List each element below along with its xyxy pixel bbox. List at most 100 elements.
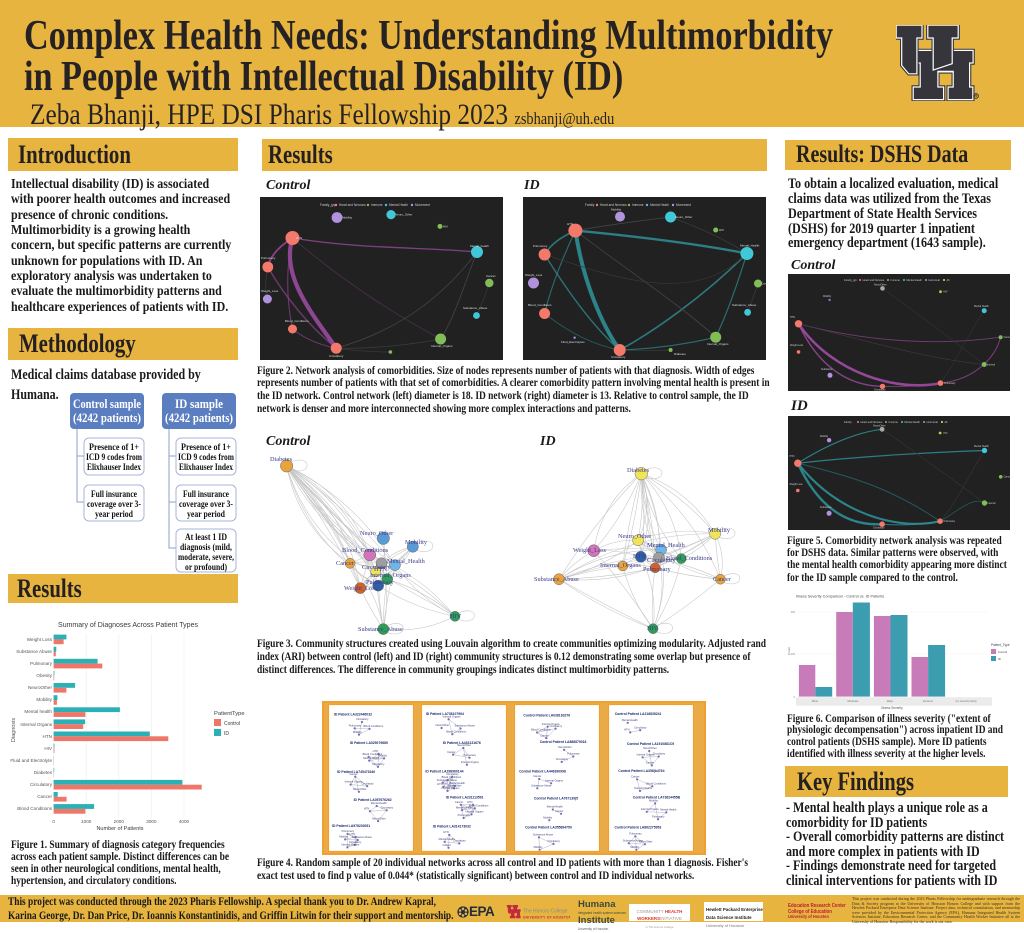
svg-text:Weight Loss: Weight Loss	[790, 344, 804, 347]
svg-text:Control Patient LA355894750: Control Patient LA355894750	[525, 825, 572, 829]
svg-text:Mental_Health: Mental_Health	[647, 542, 686, 549]
svg-text:Extreme: Extreme	[923, 699, 933, 703]
svg-text:Pulmonary: Pulmonary	[349, 724, 362, 728]
svg-text:Cancer: Cancer	[533, 774, 541, 778]
svg-text:HTN: HTN	[624, 728, 629, 732]
svg-text:Movement: Movement	[415, 203, 430, 207]
svg-text:Internal Organs: Internal Organs	[20, 722, 52, 727]
svg-text:Mobility: Mobility	[36, 697, 52, 702]
svg-text:Pulmonary: Pulmonary	[464, 753, 477, 757]
svg-text:Cancer: Cancer	[1004, 336, 1011, 339]
svg-text:Circulatory: Circulatory	[356, 717, 369, 721]
svg-text:Mobility: Mobility	[339, 835, 348, 839]
svg-text:HTN: HTN	[296, 236, 302, 240]
svg-text:Circulatory: Circulatory	[381, 806, 394, 810]
svg-text:3000: 3000	[146, 819, 157, 824]
svg-text:Family_grp: Family_grp	[844, 278, 857, 282]
svg-text:Mental Health: Mental Health	[660, 808, 677, 812]
svg-text:Illness Severity: Illness Severity	[881, 706, 903, 710]
svg-text:Mental health: Mental health	[24, 709, 52, 714]
svg-text:Internal Organs: Internal Organs	[466, 810, 485, 814]
svg-text:Diabetes: Diabetes	[674, 352, 686, 356]
svg-text:UNIVERSITY OF HOUSTON: UNIVERSITY OF HOUSTON	[523, 916, 570, 920]
svg-text:Substance_Abuse: Substance_Abuse	[534, 576, 579, 583]
svg-text:Substance_Abuse: Substance_Abuse	[732, 303, 757, 307]
svg-text:or profound): or profound)	[185, 562, 227, 573]
svg-text:Circulatory: Circulatory	[30, 782, 53, 787]
svg-text:Minor: Minor	[812, 699, 819, 703]
svg-text:Cancer: Cancer	[631, 775, 639, 779]
svg-text:Hormonal: Hormonal	[929, 278, 941, 282]
svg-text:Substance Abuse: Substance Abuse	[533, 833, 554, 837]
svg-text:Cancer: Cancer	[486, 274, 496, 278]
svg-text:Control sample: Control sample	[73, 397, 141, 411]
svg-text:Mobility: Mobility	[708, 527, 731, 534]
svg-text:Pulmonary: Pulmonary	[30, 661, 53, 666]
svg-text:ID Patient LA314173032: ID Patient LA314173032	[433, 825, 471, 829]
svg-text:Blood_Conditions: Blood_Conditions	[528, 303, 552, 307]
svg-text:Heart and Nervous: Heart and Nervous	[861, 420, 883, 424]
svg-text:Internal: Internal	[987, 364, 995, 367]
svg-text:Internal Organs: Internal Organs	[634, 786, 653, 790]
svg-text:Number of Patients: Number of Patients	[96, 826, 143, 832]
svg-text:Control: Control	[224, 721, 240, 727]
svg-text:Blood_Conditions: Blood_Conditions	[285, 319, 309, 323]
svg-text:Substance_Abuse: Substance_Abuse	[358, 626, 403, 633]
svg-text:Mobility: Mobility	[405, 539, 428, 546]
svg-text:ICD 9 codes from: ICD 9 codes from	[178, 453, 234, 463]
svg-text:Movement: Movement	[676, 203, 691, 207]
svg-text:NeuroOther: NeuroOther	[874, 284, 887, 287]
svg-text:Internal Organs: Internal Organs	[345, 780, 364, 784]
svg-text:Circulatory: Circulatory	[634, 725, 647, 729]
svg-text:Mental Health: Mental Health	[371, 801, 388, 805]
svg-text:Mental_Health: Mental_Health	[740, 244, 760, 248]
svg-text:ID Patient LA322446032: ID Patient LA322446032	[334, 713, 372, 717]
svg-text:HIV: HIV	[44, 746, 53, 751]
svg-text:ID Patient LA978233051: ID Patient LA978233051	[332, 824, 370, 828]
svg-text:Illness Severity Comparison -: Illness Severity Comparison - Control vs…	[796, 595, 884, 599]
svg-text:Mental Heath: Mental Heath	[389, 203, 408, 207]
svg-text:Diabetes: Diabetes	[270, 456, 293, 463]
svg-text:Control Patient LA886879016: Control Patient LA886879016	[540, 740, 587, 744]
svg-text:HIV: HIV	[450, 613, 462, 620]
svg-text:Mobility: Mobility	[649, 799, 658, 803]
svg-text:Immune: Immune	[632, 203, 644, 207]
svg-text:Internal_Organs: Internal_Organs	[707, 342, 729, 346]
svg-text:ID sample: ID sample	[175, 397, 223, 411]
svg-text:PatientType: PatientType	[214, 711, 245, 717]
svg-text:ID: ID	[224, 731, 229, 737]
svg-text:Mental Health: Mental Health	[974, 305, 989, 308]
svg-text:Circulatory: Circulatory	[446, 772, 459, 776]
svg-text:Pulmonary: Pulmonary	[533, 244, 548, 248]
svg-text:Blood Conditions: Blood Conditions	[531, 728, 551, 732]
svg-text:NeuroOther: NeuroOther	[372, 816, 386, 820]
svg-text:Control Patient LA038163276: Control Patient LA038163276	[523, 714, 570, 718]
svg-text:NeuroOther: NeuroOther	[558, 745, 572, 749]
svg-text:Internal Organs: Internal Organs	[545, 779, 564, 783]
svg-text:Immune: Immune	[371, 203, 383, 207]
svg-text:Internal Organs: Internal Organs	[461, 760, 480, 764]
svg-text:0: 0	[52, 819, 55, 824]
svg-text:Patient_Type: Patient_Type	[991, 643, 1010, 647]
svg-text:HTN: HTN	[350, 832, 355, 836]
svg-text:Mental_health: Mental_health	[470, 244, 489, 248]
svg-text:Cancer: Cancer	[447, 750, 455, 754]
svg-text:Cancer: Cancer	[761, 282, 766, 286]
svg-text:Substance: Substance	[821, 368, 833, 371]
svg-text:Blood Conditions: Blood Conditions	[364, 724, 384, 728]
svg-text:ID: ID	[998, 657, 1001, 661]
svg-text:Mental Heath: Mental Heath	[907, 278, 923, 282]
svg-text:Internal Organs: Internal Organs	[542, 722, 561, 726]
svg-text:Internal Organs: Internal Organs	[641, 807, 660, 811]
svg-text:Mobility: Mobility	[342, 216, 353, 220]
svg-text:Internal: Internal	[988, 502, 996, 505]
svg-text:HTN: HTN	[467, 800, 472, 804]
svg-text:Pulmonary: Pulmonary	[567, 752, 580, 756]
svg-text:Substance_Abuse: Substance_Abuse	[463, 306, 488, 310]
svg-text:Pulmonary: Pulmonary	[458, 813, 471, 817]
svg-text:(4242 patients): (4242 patients)	[165, 411, 233, 425]
svg-text:NeuroOther: NeuroOther	[873, 425, 886, 428]
svg-text:Internal_Organs: Internal_Organs	[431, 344, 453, 348]
svg-text:Substance Abuse: Substance Abuse	[455, 724, 476, 728]
svg-text:Mobility: Mobility	[823, 295, 832, 298]
